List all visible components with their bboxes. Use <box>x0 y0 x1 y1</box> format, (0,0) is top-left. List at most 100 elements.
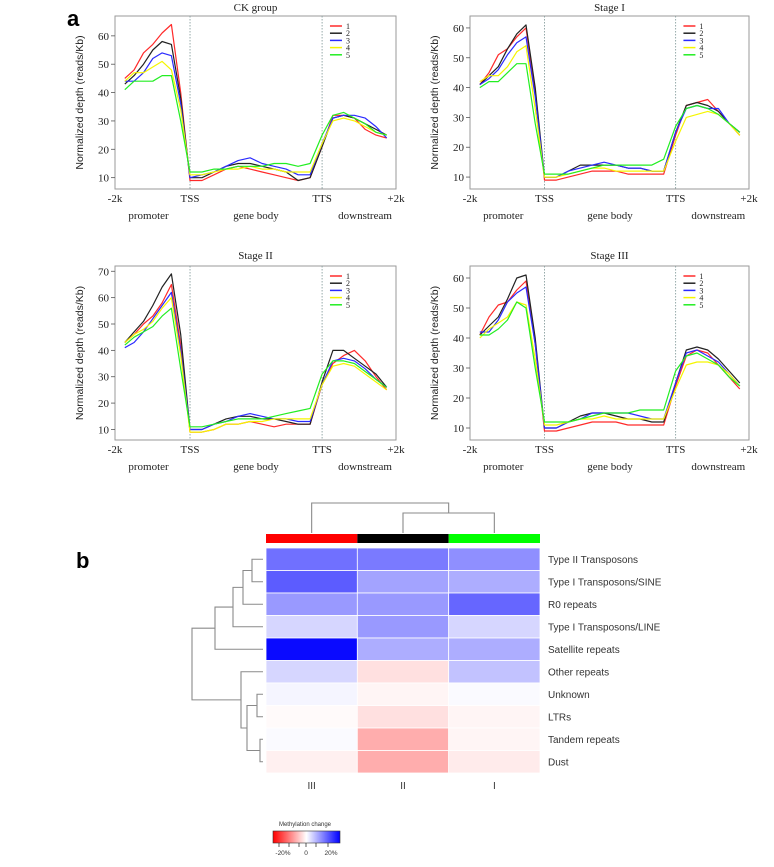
series-line-4 <box>124 60 387 176</box>
panel-b-label: b <box>76 548 89 573</box>
x-tick-label: +2k <box>740 444 758 456</box>
row-dendrogram-branch <box>214 606 263 650</box>
region-label: gene body <box>587 461 633 473</box>
region-label: gene body <box>233 210 279 222</box>
y-tick-label: 20 <box>453 393 465 405</box>
row-label: Satellite repeats <box>548 645 620 656</box>
y-tick-label: 40 <box>98 345 110 357</box>
y-tick-label: 60 <box>98 293 110 305</box>
region-label: promoter <box>483 461 524 473</box>
region-label: promoter <box>128 210 169 222</box>
column-label: I <box>493 781 496 792</box>
legend-label: 2 <box>699 279 703 288</box>
heatmap-cell <box>448 660 541 684</box>
region-label: gene body <box>233 461 279 473</box>
series-line-5 <box>124 75 387 173</box>
row-label: Type I Transposons/LINE <box>548 622 661 633</box>
series-line-2 <box>124 40 387 182</box>
line-chart-panel: Stage II 10 20 30 40 50 60 70 Normalized depth (… <box>74 250 405 473</box>
heatmap-cell <box>356 637 450 661</box>
heatmap-cell <box>265 592 358 616</box>
colorbar-title: Methylation change <box>279 822 332 828</box>
row-dendrogram-branch <box>246 704 260 752</box>
heatmap-cell <box>356 570 450 594</box>
region-label: downstream <box>338 461 392 473</box>
column-dendrogram-branch <box>311 502 450 533</box>
y-tick-label: 40 <box>453 83 465 95</box>
line-chart-panel: Stage III 10 20 30 40 50 60 Normalized depth (r… <box>429 250 758 473</box>
y-tick-label: 20 <box>453 142 465 154</box>
chart-title: Stage I <box>594 2 625 14</box>
column-label: II <box>400 781 406 792</box>
plot-frame <box>469 265 750 441</box>
heatmap-cell <box>265 547 358 571</box>
heatmap-cell <box>356 705 450 729</box>
legend-label: 3 <box>346 286 350 295</box>
line-charts: CK group 10 20 30 40 50 60 Normalized depth (re… <box>74 2 758 473</box>
plot-frame <box>469 15 750 190</box>
series-line-5 <box>479 63 741 175</box>
legend-label: 2 <box>699 29 703 38</box>
x-tick-label: TSS <box>535 193 554 205</box>
colorbar-tick-label: -20% <box>275 850 290 857</box>
heatmap-cell <box>448 637 541 661</box>
heatmap-cell <box>448 547 541 571</box>
y-tick-label: 60 <box>453 273 465 285</box>
legend-label: 1 <box>699 22 703 31</box>
row-dendrogram-branch <box>251 558 263 583</box>
x-tick-label: TSS <box>181 444 200 456</box>
heatmap-cell <box>265 660 358 684</box>
heatmap-cell <box>265 637 358 661</box>
row-label: Unknown <box>548 690 590 701</box>
heatmap-cell <box>356 592 450 616</box>
chart-title: Stage III <box>590 250 629 262</box>
x-tick-label: -2k <box>108 444 123 456</box>
legend-label: 3 <box>699 286 703 295</box>
x-tick-label: TTS <box>312 444 332 456</box>
y-tick-label: 10 <box>453 172 465 184</box>
x-tick-label: +2k <box>387 444 405 456</box>
y-tick-label: 40 <box>453 333 465 345</box>
line-chart-panel: Stage I 10 20 30 40 50 60 Normalized depth (rea… <box>429 2 758 222</box>
row-dendrogram-branch <box>242 569 263 605</box>
region-label: downstream <box>691 461 745 473</box>
column-group-bar <box>448 534 540 543</box>
row-dendrogram-branch <box>256 693 263 718</box>
colorbar-gradient <box>272 830 341 844</box>
legend-label: 4 <box>346 44 350 53</box>
y-tick-label: 30 <box>453 112 465 124</box>
series-line-4 <box>124 297 388 433</box>
region-label: promoter <box>483 210 524 222</box>
column-dendrogram-branch <box>402 512 495 533</box>
heatmap-cell <box>265 682 358 706</box>
row-label: R0 repeats <box>548 600 597 611</box>
row-dendrogram-branch <box>191 627 241 701</box>
row-dendrogram-branch <box>259 738 263 763</box>
heatmap-cell <box>265 727 358 751</box>
column-group-bar <box>266 534 358 543</box>
heatmap-cell <box>356 750 450 774</box>
x-tick-label: TSS <box>181 193 200 205</box>
y-tick-label: 20 <box>98 398 110 410</box>
heatmap-cell <box>265 570 358 594</box>
y-tick-label: 70 <box>98 266 110 278</box>
heatmap-cell <box>448 727 541 751</box>
series-line-4 <box>479 301 741 426</box>
y-axis-label: Normalized depth (reads/Kb) <box>429 35 441 169</box>
x-tick-label: TSS <box>535 444 554 456</box>
line-chart-panel: CK group 10 20 30 40 50 60 Normalized depth (re… <box>74 2 405 222</box>
y-tick-label: 10 <box>453 423 465 435</box>
row-label: Other repeats <box>548 667 609 678</box>
heatmap-cell <box>356 547 450 571</box>
legend-label: 5 <box>346 51 350 60</box>
series-line-5 <box>124 307 388 428</box>
x-tick-label: -2k <box>108 193 123 205</box>
heatmap-cell <box>448 615 541 639</box>
legend-label: 4 <box>346 294 350 303</box>
heatmap-cell <box>356 660 450 684</box>
legend-label: 2 <box>346 29 350 38</box>
series-line-5 <box>479 301 741 423</box>
y-tick-label: 10 <box>98 173 110 185</box>
legend-label: 5 <box>699 51 703 60</box>
